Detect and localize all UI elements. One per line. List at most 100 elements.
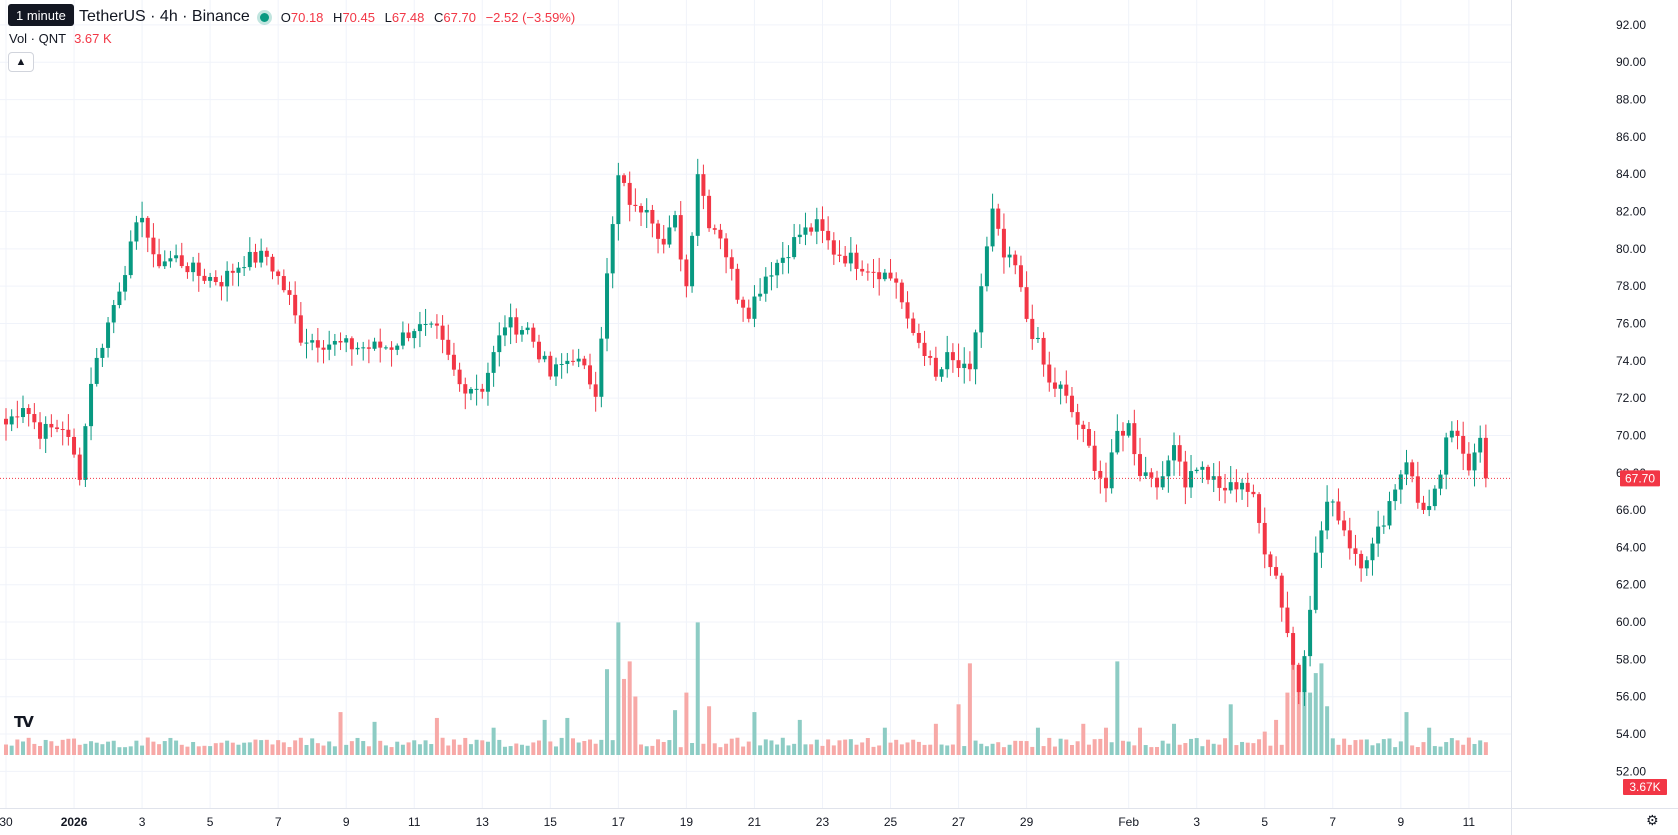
volume-bar <box>559 737 564 755</box>
volume-bar <box>1001 747 1006 755</box>
symbol-title[interactable]: TetherUS · 4h · Binance <box>79 8 250 25</box>
time-tick-label: 5 <box>207 815 214 829</box>
volume-bar <box>1200 746 1205 755</box>
candle-body <box>882 272 887 280</box>
candle-body <box>242 267 247 269</box>
price-axis[interactable]: 52.00 54.00 56.00 58.00 60.00 62.00 64.00 66.00… <box>1511 0 1647 835</box>
volume-bar <box>735 737 740 755</box>
candle-body <box>758 293 763 297</box>
candle-body <box>1166 460 1171 477</box>
volume-bar <box>332 746 337 755</box>
candle-body <box>622 175 627 183</box>
candle-body <box>752 296 757 319</box>
time-tick-label: 21 <box>748 815 762 829</box>
volume-bar <box>1325 706 1330 755</box>
volume-bar <box>695 622 700 755</box>
volume-bar <box>724 743 729 755</box>
candle-body <box>1330 501 1335 503</box>
volume-bar <box>1279 744 1284 755</box>
candle-body <box>673 215 678 228</box>
price-tick-label: 60.00 <box>1616 615 1646 629</box>
candle-body <box>1007 254 1012 258</box>
volume-bar <box>1081 723 1086 755</box>
candle-body <box>66 429 71 437</box>
candle-body <box>304 342 309 344</box>
volume-bar <box>1206 739 1211 755</box>
tradingview-logo[interactable]: TV <box>14 713 34 731</box>
candle-body <box>780 257 785 263</box>
volume-bar <box>661 741 666 755</box>
volume-bar <box>1381 739 1386 755</box>
candle-body <box>899 282 904 303</box>
volume-bar <box>344 744 349 755</box>
candle-body <box>769 275 774 277</box>
volume-bar <box>38 745 43 755</box>
candle-body <box>1041 337 1046 365</box>
volume-bar <box>383 745 388 755</box>
candle-body <box>950 352 955 361</box>
candle-body <box>854 252 859 269</box>
volume-bar <box>1172 723 1177 755</box>
volume-bar <box>26 737 31 755</box>
candle-body <box>230 270 235 273</box>
price-tick-label: 64.00 <box>1616 540 1646 554</box>
volume-bar <box>1302 688 1307 755</box>
volume-bar <box>588 739 593 755</box>
candle-body <box>332 340 337 345</box>
gear-icon[interactable]: ⚙ <box>1646 812 1659 828</box>
candle-body <box>718 229 723 239</box>
market-status-icon <box>259 12 269 22</box>
volume-bar <box>962 746 967 755</box>
candle-body <box>1183 461 1188 488</box>
volume-bar <box>536 740 541 755</box>
candle-body <box>77 454 82 480</box>
candle-body <box>1279 575 1284 608</box>
candle-body <box>43 423 48 439</box>
candle-body <box>1001 228 1006 258</box>
candle-body <box>916 332 921 343</box>
volume-bar <box>1183 743 1188 755</box>
volume-bar <box>945 745 950 755</box>
volume-bar <box>94 742 99 755</box>
volume-bar <box>1166 743 1171 755</box>
candle-body <box>55 427 60 430</box>
time-tick-label: 27 <box>952 815 966 829</box>
candle-body <box>1194 469 1199 472</box>
volume-bar <box>758 745 763 755</box>
volume-bar <box>576 742 581 755</box>
candle-body <box>162 261 167 267</box>
candle-body <box>1143 472 1148 476</box>
volume-bar <box>752 712 757 755</box>
volume-bar <box>106 741 111 755</box>
candle-body <box>1359 553 1364 569</box>
volume-bar <box>1262 731 1267 755</box>
candle-body <box>792 237 797 258</box>
candle-body <box>1336 501 1341 521</box>
volume-bar <box>1472 743 1477 755</box>
time-axis[interactable]: 30 2026 3 5 7 9 11 13 15 17 19 21 23 25 27 29 Feb 3 5 7 9 11 <box>0 808 1678 830</box>
volume-bar <box>627 661 632 755</box>
volume-bar <box>656 739 661 755</box>
volume-bar <box>582 740 587 755</box>
volume-bar <box>298 737 303 755</box>
volume-bar <box>605 669 610 755</box>
collapse-legend-button[interactable]: ▲ <box>8 52 34 72</box>
candle-body <box>117 291 122 306</box>
volume-bar <box>111 740 116 755</box>
volume-bar <box>485 741 490 755</box>
volume-bar <box>1115 661 1120 755</box>
volume-bar <box>514 743 519 755</box>
candle-body <box>1211 476 1216 480</box>
volume-bar <box>412 740 417 755</box>
candle-body <box>440 325 445 340</box>
volume-bar <box>451 739 456 755</box>
candle-body <box>1177 445 1182 462</box>
candle-body <box>315 340 320 348</box>
volume-bar <box>712 743 717 755</box>
volume-bar <box>66 738 71 755</box>
candle-body <box>593 384 598 397</box>
volume-bar <box>389 747 394 755</box>
candle-body <box>434 323 439 326</box>
volume-bar <box>950 744 955 755</box>
